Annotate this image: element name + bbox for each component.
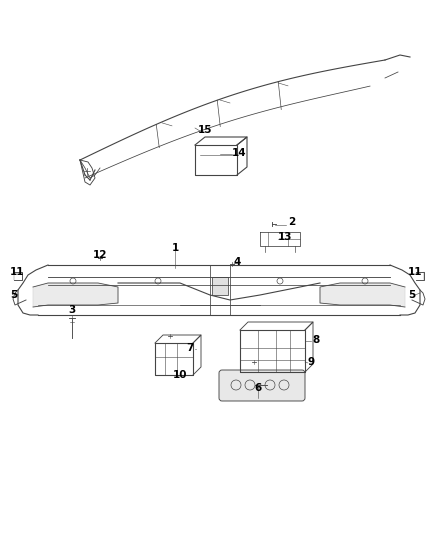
Bar [212,277,228,295]
Text: 11: 11 [408,267,423,277]
Text: 12: 12 [93,250,107,260]
FancyBboxPatch shape [219,370,305,401]
Text: 4: 4 [233,257,240,267]
Text: 11: 11 [10,267,25,277]
Text: 10: 10 [173,370,187,380]
Text: 13: 13 [278,232,293,242]
Text: 15: 15 [198,125,212,135]
Text: 8: 8 [312,335,319,345]
Text: 1: 1 [171,243,179,253]
Text: 3: 3 [68,305,76,315]
Text: 2: 2 [288,217,295,227]
Text: 14: 14 [232,148,247,158]
Polygon shape [33,283,118,307]
Text: 9: 9 [308,357,315,367]
Text: 5: 5 [10,290,17,300]
Text: 6: 6 [254,383,261,393]
Polygon shape [320,283,405,307]
Text: 5: 5 [408,290,415,300]
Text: 7: 7 [186,343,193,353]
